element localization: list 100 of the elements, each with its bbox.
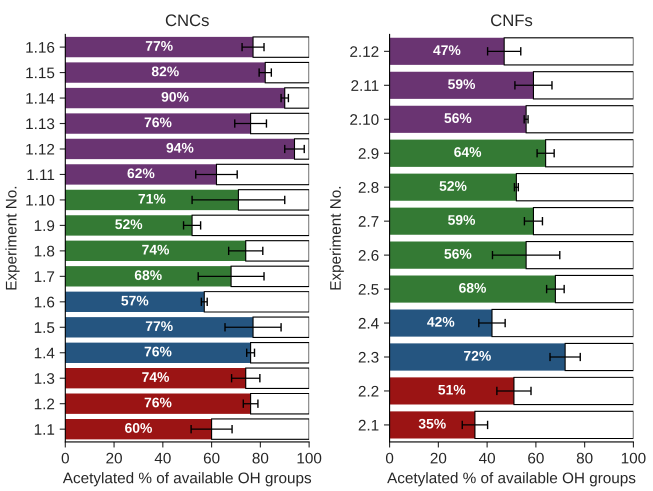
data-label: 60%: [125, 423, 152, 433]
bar: [65, 240, 246, 262]
x-tick-label: 100: [622, 452, 646, 464]
bar: [65, 36, 254, 58]
data-label: 76%: [144, 346, 172, 356]
y-tick-label: 1.5: [34, 322, 54, 333]
y-tick-label: 1.11: [27, 169, 54, 180]
bar: [65, 418, 212, 440]
bar: [65, 62, 266, 83]
y-axis-title: Experiment No.: [5, 186, 20, 290]
bar: [390, 309, 492, 337]
y-tick-label: 1.12: [26, 144, 54, 155]
bar: [390, 411, 475, 439]
y-tick-label: 1.16: [26, 42, 54, 53]
bar: [390, 242, 526, 269]
x-tick-label: 80: [576, 452, 593, 464]
bar: [390, 106, 526, 133]
y-tick-label: 1.6: [34, 296, 54, 308]
y-tick-label: 1.7: [34, 271, 54, 282]
bar: [65, 317, 254, 338]
y-tick-label: 1.2: [34, 398, 54, 410]
y-tick-label: 2.1: [358, 420, 378, 430]
y-tick-label: 2.11: [351, 80, 378, 91]
y-tick-label: 2.7: [358, 216, 378, 227]
x-tick-label: 60: [528, 452, 544, 464]
data-label: 62%: [127, 168, 154, 178]
x-tick-label: 40: [154, 452, 171, 464]
y-tick-label: 2.3: [358, 352, 378, 363]
x-tick-label: 0: [386, 452, 394, 464]
data-label: 77%: [146, 41, 173, 51]
data-label: 52%: [115, 219, 142, 230]
bar: [65, 88, 285, 108]
x-tick-label: 0: [62, 452, 69, 464]
bar: [390, 140, 546, 167]
data-label: 74%: [142, 372, 170, 382]
bar: [65, 394, 251, 414]
bar: [390, 343, 566, 371]
y-tick-label: 1.13: [26, 118, 54, 130]
bar: [250, 342, 310, 364]
data-label: 52%: [440, 181, 467, 191]
y-tick-label: 2.12: [350, 46, 378, 57]
data-label: 57%: [121, 296, 148, 306]
y-tick-label: 2.10: [350, 114, 379, 125]
y-tick-label: 1.15: [26, 68, 54, 78]
bar: [65, 342, 251, 363]
y-tick-label: 1.10: [26, 194, 54, 206]
bar: [526, 105, 634, 134]
y-tick-label: 1.1: [34, 424, 54, 435]
bar: [204, 291, 310, 313]
data-label: 90%: [162, 92, 189, 102]
bar: [65, 164, 216, 185]
x-tick-label: 100: [298, 452, 322, 464]
y-tick-label: 2.5: [358, 284, 379, 295]
bar: [65, 266, 232, 287]
data-label: 76%: [144, 398, 172, 408]
bar: [390, 275, 556, 303]
bar: [65, 368, 246, 388]
x-tick-label: 20: [430, 452, 446, 464]
data-label: 76%: [144, 117, 172, 128]
bar: [390, 72, 534, 99]
y-tick-label: 2.2: [358, 386, 378, 396]
bar: [390, 38, 504, 65]
x-tick-label: 60: [204, 452, 220, 464]
y-tick-label: 2.6: [358, 250, 378, 261]
y-tick-label: 2.4: [358, 318, 379, 329]
bar: [65, 138, 294, 160]
data-label: 47%: [433, 45, 460, 56]
bar: [390, 377, 514, 405]
data-label: 71%: [138, 194, 166, 204]
data-label: 51%: [438, 384, 466, 395]
bar: [390, 208, 534, 235]
bar: [65, 292, 204, 312]
y-tick-label: 1.8: [34, 246, 54, 257]
data-label: 56%: [444, 249, 472, 259]
y-tick-label: 1.4: [34, 348, 54, 358]
data-label: 35%: [418, 418, 446, 429]
y-axis-title: Experiment No.: [330, 186, 344, 290]
bar: [65, 215, 192, 236]
y-tick-label: 2.8: [358, 182, 379, 193]
x-axis-title: Acetylated % of available OH groups: [387, 472, 636, 486]
data-label: 72%: [464, 350, 491, 361]
bar: [516, 173, 634, 202]
y-tick-label: 1.3: [34, 373, 54, 384]
x-axis-title: Acetylated % of available OH groups: [62, 472, 312, 486]
data-label: 59%: [448, 79, 476, 90]
data-label: 64%: [454, 147, 482, 157]
x-tick-label: 40: [478, 452, 496, 464]
chart-title: CNCs: [166, 14, 209, 26]
x-tick-label: 80: [252, 452, 268, 464]
bar: [390, 174, 516, 201]
data-label: 59%: [448, 215, 476, 225]
data-label: 74%: [142, 244, 170, 255]
y-tick-label: 1.14: [26, 93, 54, 104]
y-tick-label: 1.9: [34, 220, 54, 232]
x-tick-label: 20: [106, 452, 122, 464]
bar: [65, 113, 251, 134]
data-label: 77%: [146, 321, 173, 331]
data-label: 42%: [427, 316, 454, 327]
bar: [284, 87, 310, 109]
data-label: 82%: [152, 66, 179, 76]
